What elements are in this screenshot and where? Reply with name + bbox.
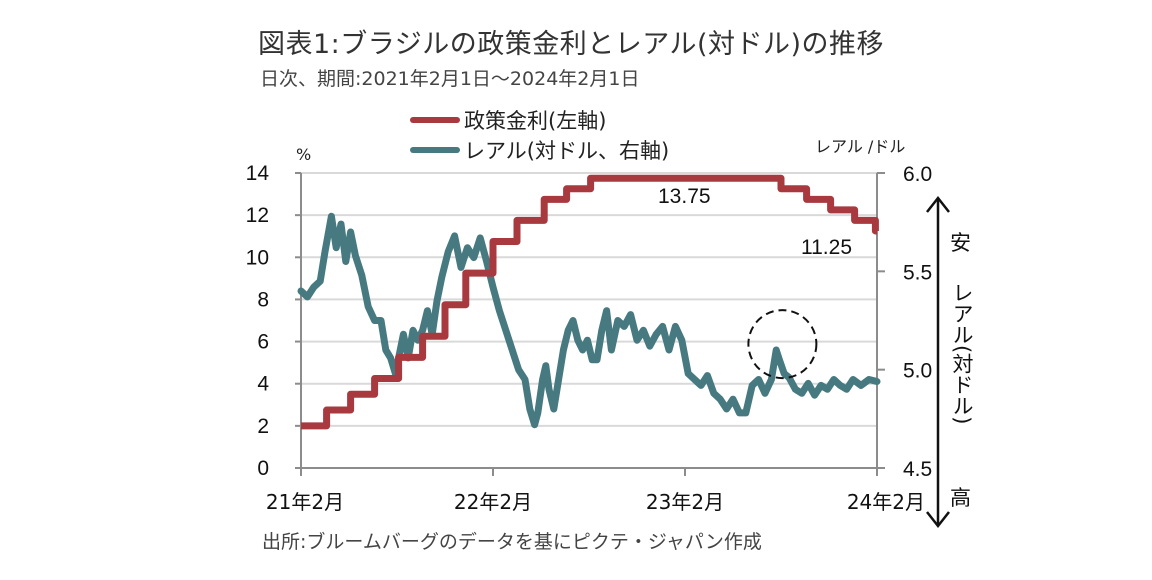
legend-entry-brl: レアル(対ドル、右軸) (410, 137, 669, 163)
right-tick-label: 5.5 (903, 261, 932, 284)
legend-entry-policy-rate: 政策金利(左軸) (410, 107, 606, 133)
side-label-expensive: 高 (950, 486, 971, 510)
series-line-policy-rate (301, 174, 879, 430)
left-tick-label: 14 (246, 162, 270, 185)
left-tick-label: 4 (257, 373, 269, 396)
legend-swatch-brl (410, 147, 460, 153)
left-tick-label: 12 (246, 204, 269, 227)
right-tick-label: 6.0 (903, 163, 932, 186)
left-tick-label: 0 (257, 457, 269, 480)
arrow-down-icon (926, 511, 950, 529)
annotation-13-75: 13.75 (658, 185, 711, 208)
series (297, 174, 881, 430)
chart-subtitle: 日次、期間:2021年2月1日～2024年2月1日 (260, 68, 640, 90)
side-label-cheap: 安 (950, 231, 971, 255)
left-tick-label: 6 (257, 331, 269, 354)
side-label-brl: レアル(対ドル) (950, 282, 974, 424)
chart-title: 図表1:ブラジルの政策金利とレアル(対ドル)の推移 (258, 29, 885, 60)
x-tick-label: 22年2月 (454, 490, 532, 514)
legend-swatch-policy-rate (410, 117, 460, 123)
left-tick-label: 8 (257, 288, 269, 311)
left-tick-label: 10 (246, 246, 269, 269)
grid-lines (301, 172, 877, 427)
source-note: 出所:ブルームバーグのデータを基にピクテ・ジャパン作成 (262, 531, 762, 553)
legend-label-brl: レアル(対ドル、右軸) (464, 139, 670, 163)
tick-labels: 0 2 4 6 8 10 12 14 4.5 5.0 5.5 6.0 21年2月 22年2月 23年2月 24… (246, 162, 933, 514)
highlight-dashed-circle (747, 309, 818, 380)
legend-label-policy-rate: 政策金利(左軸) (464, 109, 607, 133)
right-tick-label: 4.5 (903, 458, 932, 481)
left-tick-label: 2 (257, 415, 269, 438)
series-line-brl (297, 212, 881, 429)
side-arrow (926, 195, 950, 529)
left-axis-unit: % (296, 145, 311, 164)
x-tick-label: 23年2月 (646, 490, 724, 514)
annotation-11-25: 11.25 (801, 236, 852, 259)
right-tick-label: 5.0 (903, 360, 932, 383)
arrow-up-icon (926, 195, 950, 213)
right-axis-unit: レアル /ドル (815, 137, 905, 156)
x-tick-label: 24年2月 (847, 490, 925, 514)
x-tick-label: 21年2月 (266, 490, 344, 514)
